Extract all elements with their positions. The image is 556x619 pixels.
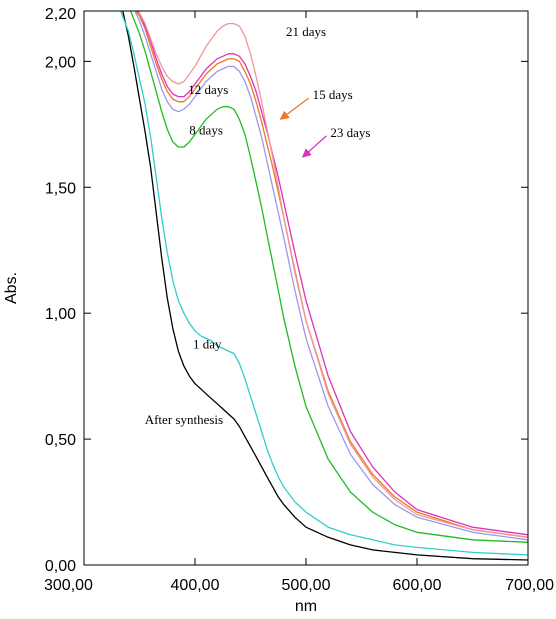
series-line-1-day — [119, 11, 528, 556]
x-tick-label: 300,00 — [44, 577, 93, 594]
series-line-8-days — [129, 11, 528, 543]
annotation-23-days: 23 days — [330, 125, 370, 140]
y-tick-label: 0,00 — [45, 558, 76, 575]
x-axis-title: nm — [295, 598, 317, 615]
annotation-12-days: 12 days — [188, 82, 228, 97]
x-tick-label: 500,00 — [282, 577, 331, 594]
annotation-after-synthesis: After synthesis — [145, 412, 223, 427]
annotations: After synthesis 1 day 8 days 12 days 15 days… — [145, 24, 371, 427]
annotation-1-day: 1 day — [193, 336, 222, 351]
series-layer — [119, 11, 528, 561]
y-tick-label: 0,50 — [45, 432, 76, 449]
annotation-8-days: 8 days — [189, 122, 223, 137]
y-tick-label: 1,00 — [45, 306, 76, 323]
series-line-21-days — [137, 11, 528, 538]
y-axis-title: Abs. — [3, 272, 20, 304]
plot-frame — [83, 10, 529, 566]
x-tick-label: 700,00 — [505, 577, 554, 594]
y-tick-label: 2,00 — [45, 54, 76, 71]
x-axis: 300,00 400,00 500,00 600,00 700,00 — [44, 11, 554, 594]
annotation-15-days: 15 days — [313, 87, 353, 102]
y-axis: 0,00 0,50 1,00 1,50 2,00 2,20 — [45, 6, 528, 575]
x-tick-label: 400,00 — [171, 577, 220, 594]
y-tick-label: 1,50 — [45, 180, 76, 197]
annotation-arrow-15-days — [279, 97, 310, 120]
y-tick-label: 2,20 — [45, 6, 76, 23]
x-tick-label: 600,00 — [393, 577, 442, 594]
series-line-after-synthesis — [122, 11, 528, 561]
annotation-arrow-23-days — [301, 135, 327, 158]
annotation-21-days: 21 days — [286, 24, 326, 39]
series-line-15-days — [135, 11, 528, 538]
series-line-23-days — [136, 11, 528, 536]
series-line-12-days — [134, 11, 528, 541]
